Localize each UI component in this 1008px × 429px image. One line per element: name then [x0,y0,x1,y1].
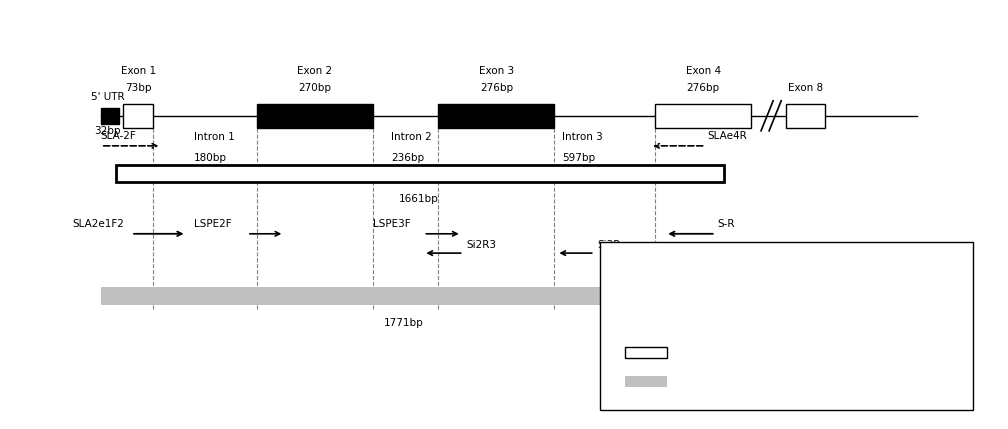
Text: 276bp: 276bp [686,83,720,94]
Bar [257,104,373,128]
Bar [625,376,667,387]
Text: 73bp: 73bp [125,83,151,94]
Text: LSPE3F: LSPE3F [373,219,410,229]
Text: SLA-2F: SLA-2F [101,131,136,141]
Text: Si3R: Si3R [598,240,621,250]
Bar [123,104,153,128]
Text: 270bp: 270bp [298,83,332,94]
Text: 32bp: 32bp [95,126,121,136]
Bar [625,347,667,358]
Bar [655,104,751,128]
Text: Intron PCR primer: Intron PCR primer [674,263,767,272]
Text: SLA2e1F2: SLA2e1F2 [73,219,124,229]
Text: S-R: S-R [718,219,735,229]
Text: 5' UTR: 5' UTR [91,92,125,102]
Text: Exon PCR primer: Exon PCR primer [674,291,762,301]
Text: PCR product for SLA genotyping: PCR product for SLA genotyping [674,376,842,386]
Text: 1771bp: 1771bp [383,318,423,328]
Text: 180bp: 180bp [194,153,227,163]
Text: Intron 2: Intron 2 [391,132,431,142]
Bar [101,287,724,305]
Text: Exon 4: Exon 4 [685,66,721,76]
Text: Exon 1: Exon 1 [121,66,155,76]
Text: Sequencing primer: Sequencing primer [674,319,774,329]
Text: 276bp: 276bp [480,83,513,94]
Text: Intron 3: Intron 3 [562,132,603,142]
Text: 1661bp: 1661bp [398,194,438,204]
Text: PCR product for cloning of intron regions: PCR product for cloning of intron region… [674,348,887,358]
Text: 236bp: 236bp [391,153,424,163]
Bar [116,165,724,182]
Text: Exon 8: Exon 8 [788,83,823,94]
Text: Exon 2: Exon 2 [297,66,333,76]
Text: Si2R3: Si2R3 [467,240,497,250]
Text: Intron 1: Intron 1 [194,132,234,142]
Bar [101,108,119,124]
Text: SLAe4R: SLAe4R [708,131,747,141]
Text: Exon 3: Exon 3 [479,66,514,76]
Bar [786,104,825,128]
Bar [438,104,554,128]
Text: LSPE2F: LSPE2F [194,219,231,229]
Text: 597bp: 597bp [562,153,596,163]
Bar [600,242,973,410]
